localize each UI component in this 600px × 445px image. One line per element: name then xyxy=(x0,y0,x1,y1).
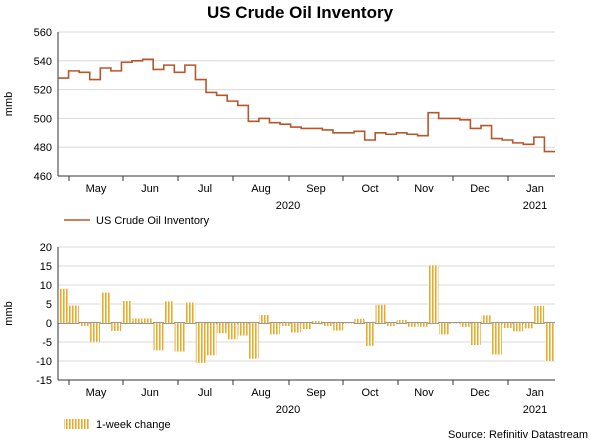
change-bar xyxy=(79,323,90,327)
change-bar xyxy=(438,323,449,335)
change-bar xyxy=(544,323,555,361)
change-bar xyxy=(100,292,111,323)
change-bar xyxy=(312,321,323,323)
x-tick-label: Nov xyxy=(414,183,434,195)
change-bar xyxy=(216,323,227,334)
change-bar xyxy=(417,323,428,327)
change-bar xyxy=(460,323,471,327)
change-bar xyxy=(343,323,354,324)
source-note: Source: Refinitiv Datastream xyxy=(448,429,588,441)
y-tick-label: 540 xyxy=(34,56,52,68)
change-bar xyxy=(174,323,185,352)
y-tick-label: 20 xyxy=(40,242,52,254)
x-tick-label: Jun xyxy=(141,387,159,399)
y-tick-label: 460 xyxy=(34,171,52,183)
x-tick-label: Oct xyxy=(361,183,378,195)
weekly-change-panel: -15 -10 -5 0 5 10 15 20 May Jun Jul Aug Sep Oct Nov Dec… xyxy=(3,242,555,416)
year-label-2021: 2021 xyxy=(523,200,547,212)
y-axis-label: mmb xyxy=(3,301,15,325)
change-bar xyxy=(428,265,439,323)
change-bar xyxy=(195,323,206,363)
y-tick-label: 15 xyxy=(40,261,52,273)
change-bar xyxy=(248,323,259,359)
x-tick-label: Sep xyxy=(306,387,326,399)
y-tick-label: 520 xyxy=(34,85,52,97)
change-bar xyxy=(396,319,407,323)
change-bar xyxy=(269,323,280,335)
change-bar xyxy=(470,323,481,346)
change-bar xyxy=(354,318,365,323)
x-tick-label: May xyxy=(86,183,107,195)
x-tick-label: Jul xyxy=(198,387,212,399)
weekly-change-legend: 1-week change xyxy=(64,419,171,431)
x-tick-label: Dec xyxy=(470,387,490,399)
change-bar xyxy=(58,288,69,323)
year-label-2020: 2020 xyxy=(276,200,300,212)
x-tick-label: Nov xyxy=(414,387,434,399)
inventory-panel: 460 480 500 520 540 560 May Jun Jul Aug Sep Oct Nov D… xyxy=(3,27,555,212)
change-bar xyxy=(121,300,132,323)
x-tick-label: Aug xyxy=(251,387,271,399)
change-bar xyxy=(238,323,249,336)
inventory-series-line xyxy=(58,58,555,153)
change-bar xyxy=(386,323,397,327)
change-bar xyxy=(280,323,291,327)
y-tick-label: 560 xyxy=(34,27,52,39)
x-tick-label: Jun xyxy=(141,183,159,195)
change-bar xyxy=(364,323,375,346)
inventory-legend: US Crude Oil Inventory xyxy=(64,215,210,227)
change-bar xyxy=(322,323,333,327)
change-bar xyxy=(375,304,386,323)
x-tick-label: Dec xyxy=(470,183,490,195)
x-tick-label: Jan xyxy=(526,387,544,399)
y-tick-label: -10 xyxy=(36,356,52,368)
x-tick-label: Oct xyxy=(361,387,378,399)
y-tick-label: 5 xyxy=(46,299,52,311)
change-bar xyxy=(227,323,238,340)
y-tick-label: -15 xyxy=(36,375,52,387)
chart-title: US Crude Oil Inventory xyxy=(206,3,394,22)
change-bar xyxy=(185,302,196,323)
change-bar xyxy=(206,323,217,356)
change-bar xyxy=(164,301,175,323)
change-bar xyxy=(534,305,545,323)
legend-swatch-bar xyxy=(64,419,90,429)
year-label-2020: 2020 xyxy=(276,404,300,416)
x-tick-label: Sep xyxy=(306,183,326,195)
change-bar xyxy=(111,323,122,331)
y-tick-label: 10 xyxy=(40,280,52,292)
change-bar xyxy=(132,318,143,323)
change-bar xyxy=(153,323,164,351)
legend-label: US Crude Oil Inventory xyxy=(96,215,210,227)
change-bar xyxy=(407,323,418,327)
change-bar xyxy=(68,305,79,323)
change-bar xyxy=(333,323,344,331)
change-bar xyxy=(491,323,502,355)
change-bar xyxy=(142,318,153,323)
change-bar xyxy=(449,323,460,324)
change-bar xyxy=(290,323,301,333)
y-tick-label: 480 xyxy=(34,142,52,154)
y-tick-label: 500 xyxy=(34,113,52,125)
change-bar xyxy=(502,323,513,328)
x-tick-label: Jul xyxy=(198,183,212,195)
change-bar xyxy=(513,323,523,332)
legend-label: 1-week change xyxy=(96,419,171,431)
change-bar xyxy=(481,315,492,323)
x-tick-label: Aug xyxy=(251,183,271,195)
y-tick-label: 0 xyxy=(46,318,52,330)
year-label-2021: 2021 xyxy=(523,404,547,416)
y-axis-label: mmb xyxy=(3,92,15,116)
x-tick-label: Jan xyxy=(526,183,544,195)
change-bar xyxy=(301,323,312,330)
change-bar xyxy=(90,323,100,342)
change-bar xyxy=(523,323,534,329)
change-bar xyxy=(259,315,270,323)
x-tick-label: May xyxy=(86,387,107,399)
y-tick-label: -5 xyxy=(42,337,52,349)
